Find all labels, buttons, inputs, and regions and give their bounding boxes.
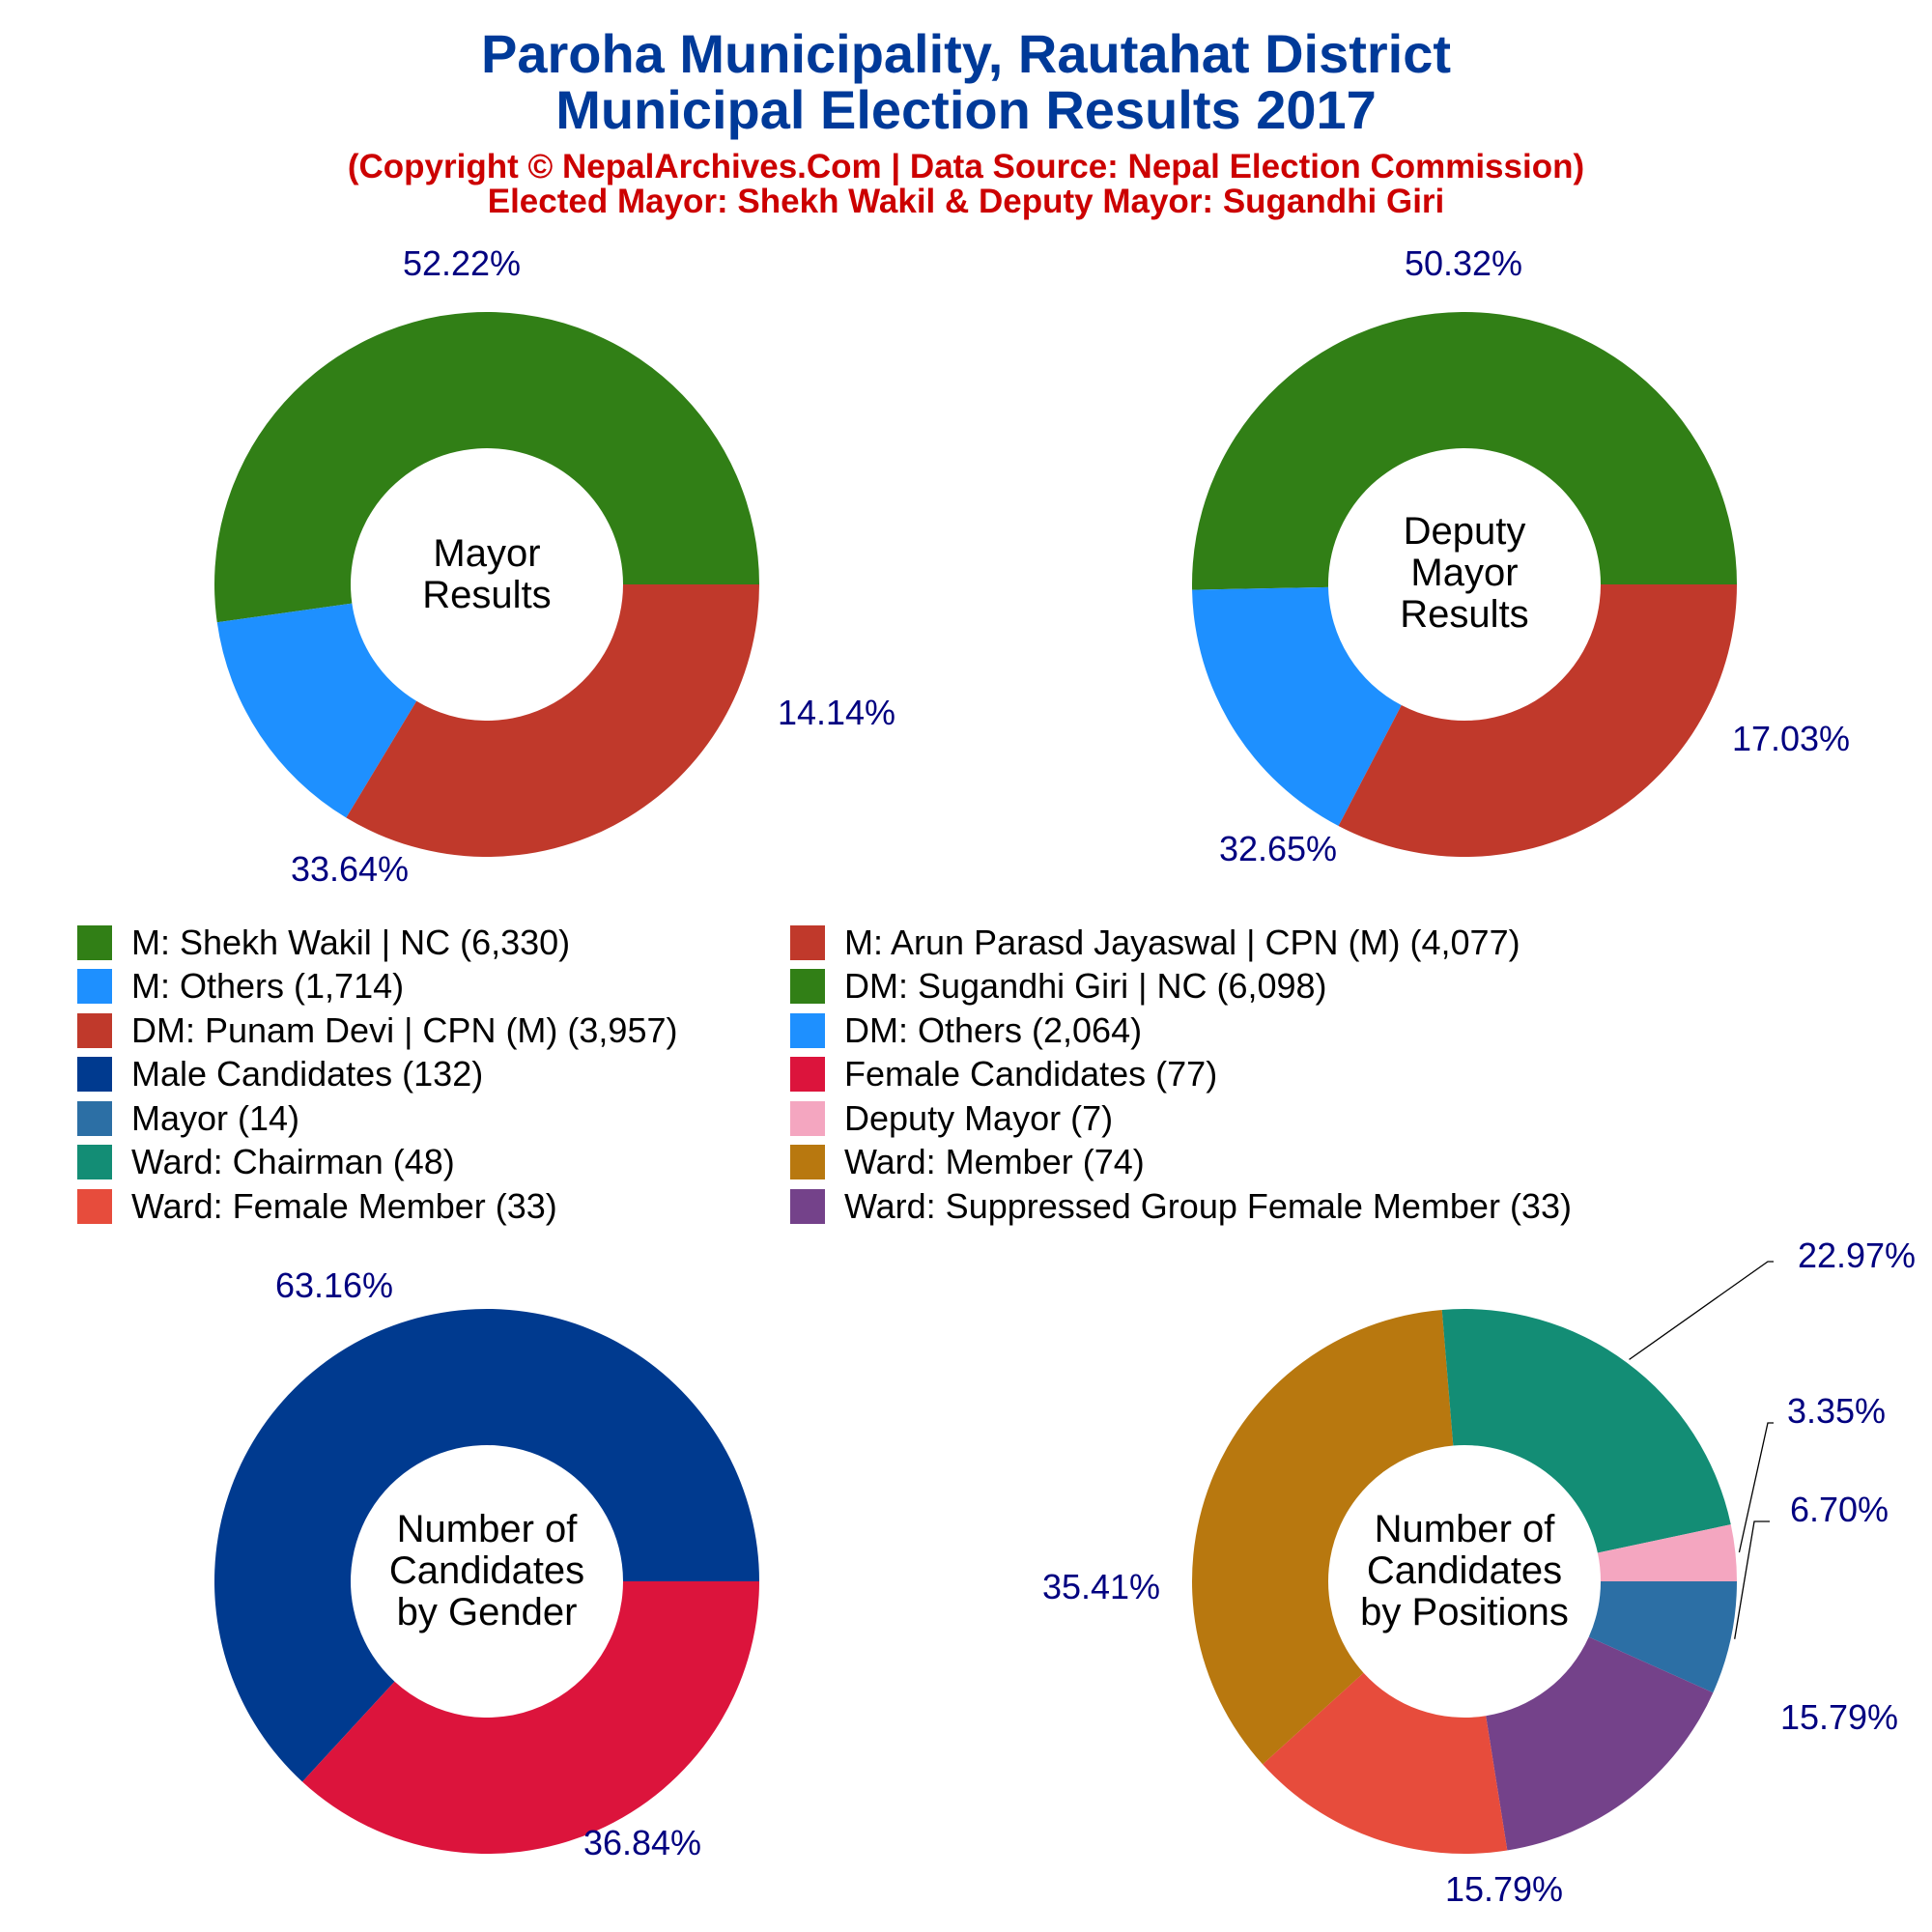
percent-label-4-3: 15.79%: [1445, 1869, 1563, 1909]
percent-label-1-3: 33.64%: [291, 849, 409, 889]
chart-title-line2: Municipal Election Results 2017: [555, 79, 1377, 140]
chart-subtitle-elected: Elected Mayor: Shekh Wakil & Deputy Mayo…: [487, 183, 1445, 220]
center-label-3-1: Number of: [397, 1508, 579, 1550]
center-label-1-2: Results: [422, 574, 551, 616]
slice-4-6: [1597, 1524, 1737, 1581]
slice-1-1: [214, 312, 760, 623]
percent-label-2-3: 32.65%: [1219, 829, 1337, 868]
percent-label-3-1: 63.16%: [275, 1265, 393, 1305]
center-label-3-3: by Gender: [397, 1591, 578, 1634]
slice-3-1: [213, 1308, 759, 1782]
leader-line-4-5: [1629, 1261, 1774, 1360]
center-label-1-1: Mayor: [433, 532, 540, 575]
slice-2-3: [1338, 584, 1737, 857]
center-label-2-1: Deputy: [1404, 510, 1526, 553]
slice-4-2: [1486, 1636, 1714, 1851]
percent-label-4-4: 35.41%: [1042, 1567, 1160, 1606]
slice-1-3: [346, 584, 759, 857]
percent-label-4-6: 3.35%: [1787, 1391, 1886, 1431]
center-label-4-3: by Positions: [1360, 1591, 1569, 1634]
percent-label-4-1: 6.70%: [1790, 1490, 1889, 1529]
center-label-3-2: Candidates: [389, 1549, 584, 1592]
slice-1-2: [216, 603, 417, 818]
leader-line-4-1: [1734, 1520, 1770, 1639]
percent-label-4-5: 22.97%: [1798, 1236, 1916, 1275]
center-label-2-3: Results: [1400, 593, 1528, 636]
percent-label-1-2: 14.14%: [778, 693, 895, 732]
slice-4-5: [1441, 1309, 1731, 1553]
chart-subtitle-copyright: (Copyright © NepalArchives.Com | Data So…: [347, 148, 1585, 185]
slice-4-4: [1192, 1309, 1454, 1765]
donut-chart-4: 6.70% 15.79% 15.79% 35.41% 22.97% 3.35% Number…: [1042, 1236, 1916, 1909]
percent-label-1-1: 52.22%: [403, 243, 521, 283]
chart-title-line1: Paroha Municipality, Rautahat District: [480, 23, 1452, 84]
slice-2-2: [1192, 586, 1402, 827]
slice-2-1: [1192, 312, 1737, 590]
slice-4-3: [1263, 1672, 1508, 1855]
percent-label-2-1: 50.32%: [1405, 243, 1522, 283]
slice-4-1: [1588, 1581, 1737, 1693]
percent-label-4-2: 15.79%: [1780, 1697, 1898, 1737]
percent-label-2-2: 17.03%: [1732, 719, 1850, 758]
center-label-4-1: Number of: [1375, 1508, 1556, 1550]
center-label-4-2: Candidates: [1367, 1549, 1562, 1592]
percent-label-3-2: 36.84%: [583, 1823, 701, 1862]
center-label-2-2: Mayor: [1410, 552, 1518, 594]
slice-3-2: [302, 1581, 759, 1854]
leader-line-4-6: [1738, 1422, 1774, 1553]
